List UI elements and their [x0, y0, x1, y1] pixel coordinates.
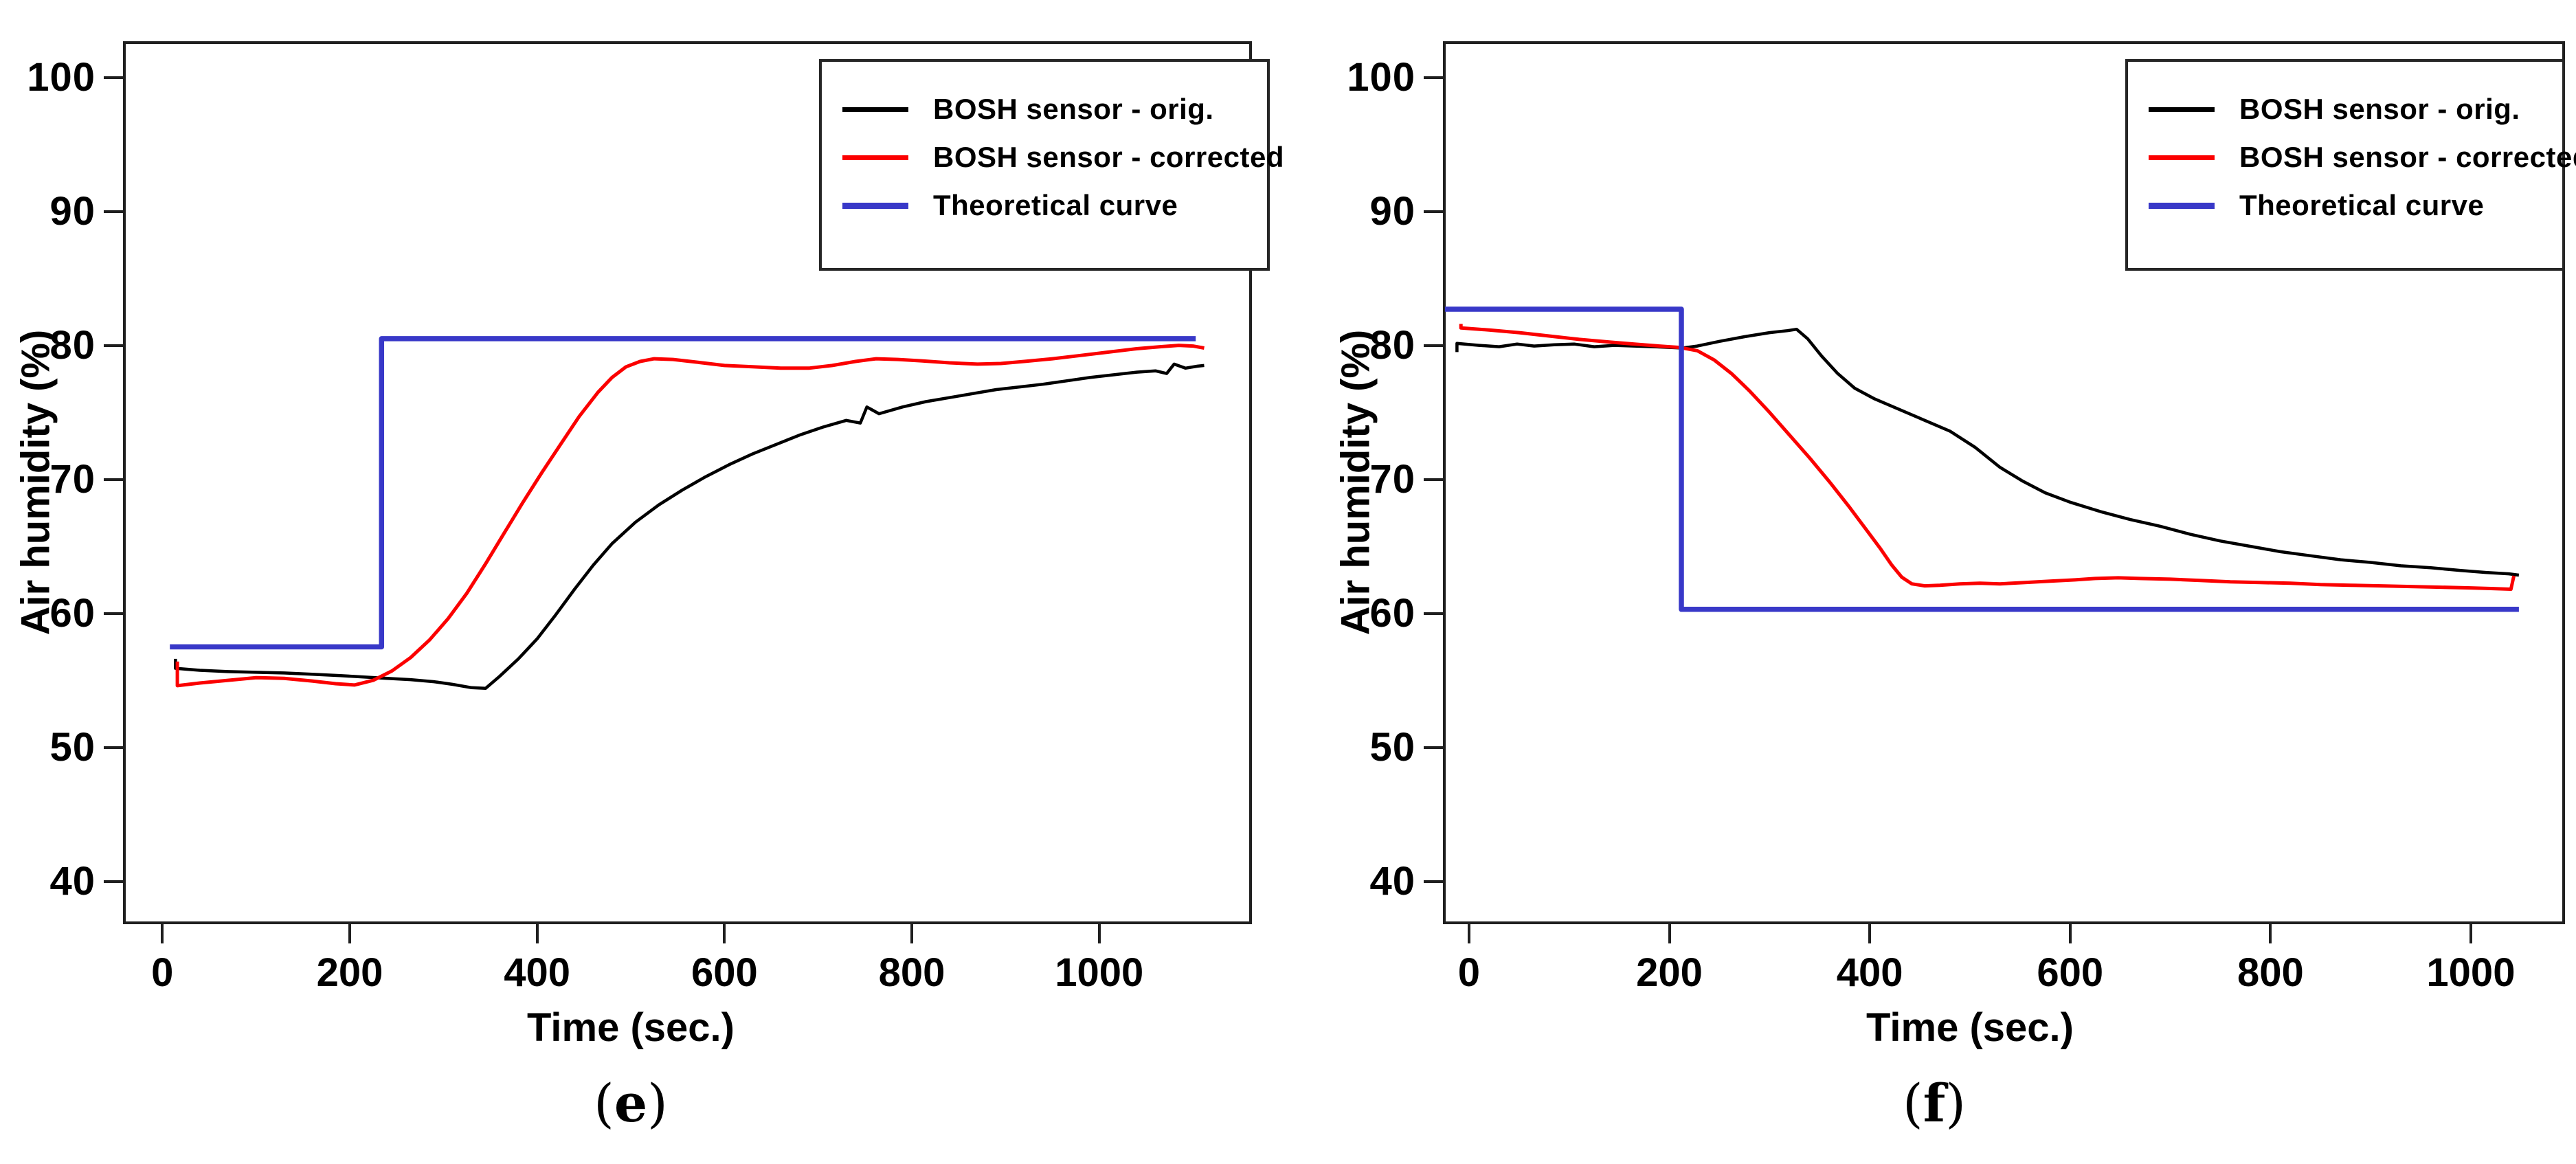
caption-open-paren: (: [594, 1073, 614, 1134]
y-tick-mark: [1424, 210, 1443, 213]
legend-line-sample-theoretical: [842, 202, 908, 209]
y-tick-label: 40: [49, 858, 96, 904]
y-tick-label: 100: [1347, 54, 1415, 100]
x-tick-label: 1000: [1055, 950, 1144, 995]
x-tick-mark: [2469, 924, 2472, 943]
legend-label-theoretical: Theoretical curve: [2239, 189, 2485, 221]
y-tick-label: 50: [49, 724, 96, 770]
series-line-bosh-sensor-corrected: [1459, 324, 2516, 591]
y-tick-mark: [104, 880, 123, 883]
y-tick-label: 60: [49, 590, 96, 636]
panel-caption-e: (e): [594, 1069, 668, 1138]
x-tick-mark: [723, 924, 726, 943]
legend-label-bosh-orig: BOSH sensor - orig.: [2239, 93, 2520, 125]
x-tick-label: 800: [2237, 950, 2304, 995]
x-tick-label: 400: [1836, 950, 1903, 995]
y-tick-mark: [1424, 746, 1443, 749]
legend-label-theoretical: Theoretical curve: [933, 189, 1178, 221]
legend-line-sample-bosh-orig: [842, 107, 908, 112]
legend-label-bosh-corrected: BOSH sensor - corrected: [933, 141, 1284, 173]
y-tick-mark: [1424, 478, 1443, 481]
y-tick-label: 80: [1369, 322, 1415, 368]
x-tick-mark: [1467, 924, 1470, 943]
x-tick-mark: [910, 924, 914, 943]
caption-close-paren: ): [647, 1073, 668, 1134]
x-tick-label: 200: [1636, 950, 1703, 995]
y-tick-mark: [1424, 344, 1443, 347]
legend-line-sample-theoretical: [2149, 202, 2215, 209]
x-tick-label: 600: [691, 950, 758, 995]
x-tick-mark: [1868, 924, 1872, 943]
y-tick-mark: [104, 478, 123, 481]
legend-label-bosh-corrected: BOSH sensor - corrected: [2239, 141, 2576, 173]
y-tick-label: 40: [1369, 858, 1415, 904]
caption-letter: e: [614, 1073, 648, 1134]
y-tick-mark: [104, 344, 123, 347]
caption-close-paren: ): [1945, 1073, 1967, 1134]
y-tick-label: 70: [1369, 456, 1415, 502]
legend-label-bosh-orig: BOSH sensor - orig.: [933, 93, 1214, 125]
legend-item-theoretical: Theoretical curve: [2149, 181, 2555, 230]
series-line-bosh-sensor-orig: [174, 362, 1205, 691]
y-tick-mark: [104, 612, 123, 615]
y-tick-mark: [104, 76, 123, 79]
legend-item-bosh-orig: BOSH sensor - orig.: [2149, 85, 2555, 133]
legend-line-sample-bosh-corrected: [842, 155, 908, 160]
x-tick-label: 0: [1457, 950, 1481, 995]
y-tick-mark: [1424, 880, 1443, 883]
x-tick-mark: [2269, 924, 2272, 943]
x-tick-label: 800: [878, 950, 945, 995]
x-tick-mark: [1668, 924, 1671, 943]
legend-item-bosh-corrected: BOSH sensor - corrected: [842, 133, 1284, 181]
y-tick-mark: [1424, 612, 1443, 615]
series-line-theoretical-curve: [170, 336, 1196, 650]
legend-box-f: BOSH sensor - orig. BOSH sensor - correct…: [2125, 59, 2576, 271]
series-line-bosh-sensor-corrected: [175, 344, 1205, 688]
legend-box-e: BOSH sensor - orig. BOSH sensor - correct…: [819, 59, 1284, 271]
legend-item-bosh-orig: BOSH sensor - orig.: [842, 85, 1260, 133]
caption-letter: f: [1923, 1073, 1946, 1134]
x-tick-label: 1000: [2426, 950, 2516, 995]
y-tick-label: 80: [49, 322, 96, 368]
y-tick-label: 90: [1369, 188, 1415, 234]
legend-item-bosh-corrected: BOSH sensor - corrected: [2149, 133, 2576, 181]
y-tick-label: 70: [49, 456, 96, 502]
curves-svg-f: [1444, 306, 2520, 612]
x-axis-title-e: Time (sec.): [527, 1005, 735, 1050]
legend-line-sample-bosh-orig: [2149, 107, 2215, 112]
x-tick-label: 600: [2037, 950, 2104, 995]
caption-open-paren: (: [1902, 1073, 1923, 1134]
y-tick-label: 100: [27, 54, 96, 100]
legend-item-theoretical: Theoretical curve: [842, 181, 1260, 230]
x-axis-title-f: Time (sec.): [1866, 1005, 2074, 1050]
y-tick-label: 60: [1369, 590, 1415, 636]
x-tick-mark: [161, 924, 164, 943]
y-tick-label: 90: [49, 188, 96, 234]
x-tick-mark: [1097, 924, 1101, 943]
x-tick-label: 0: [151, 950, 174, 995]
y-tick-mark: [1424, 76, 1443, 79]
legend-line-sample-bosh-corrected: [2149, 155, 2215, 160]
series-line-theoretical-curve: [1444, 306, 2519, 612]
x-tick-mark: [535, 924, 539, 943]
y-tick-label: 50: [1369, 724, 1415, 770]
x-tick-mark: [2068, 924, 2072, 943]
panel-caption-f: (f): [1903, 1069, 1966, 1138]
curves-svg-e: [170, 336, 1205, 691]
y-tick-mark: [104, 210, 123, 213]
x-tick-label: 400: [504, 950, 571, 995]
y-tick-mark: [104, 746, 123, 749]
x-tick-mark: [348, 924, 351, 943]
x-tick-label: 200: [316, 950, 383, 995]
series-line-bosh-sensor-orig: [1455, 327, 2520, 577]
